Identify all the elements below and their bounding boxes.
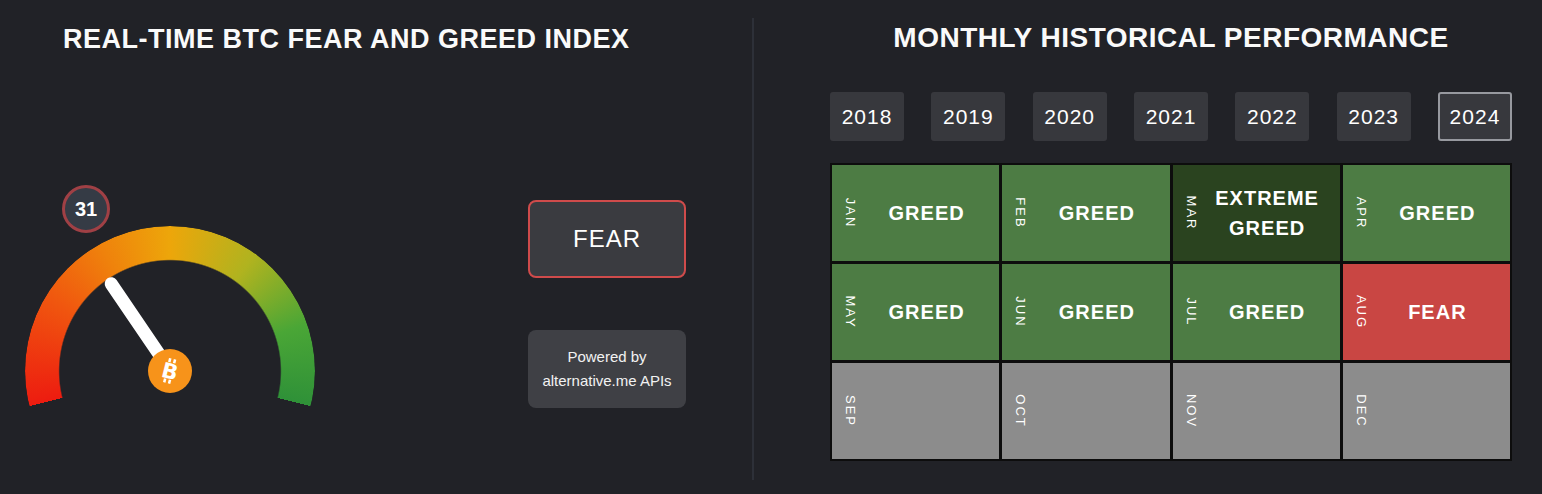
gauge-value: 31	[75, 198, 97, 221]
year-tab-2018[interactable]: 2018	[830, 92, 904, 141]
year-tabs: 2018 2019 2020 2021 2022 2023 2024	[830, 92, 1512, 141]
month-label-jul: JUL	[1184, 297, 1199, 326]
month-cell-may: MAY GREED	[832, 264, 999, 360]
page-title: REAL-TIME BTC FEAR AND GREED INDEX	[63, 24, 630, 55]
month-cell-jun: JUN GREED	[1002, 264, 1169, 360]
gauge-panel: REAL-TIME BTC FEAR AND GREED INDEX B 31	[0, 0, 753, 494]
month-label-may: MAY	[843, 295, 858, 328]
bitcoin-icon: B	[148, 349, 192, 393]
history-title: MONTHLY HISTORICAL PERFORMANCE	[830, 22, 1512, 54]
fear-greed-gauge: B 31	[25, 226, 325, 411]
month-label-jun: JUN	[1013, 296, 1028, 327]
month-cell-aug: AUG FEAR	[1343, 264, 1510, 360]
month-status-feb: GREED	[1037, 198, 1135, 228]
month-cell-jan: JAN GREED	[832, 165, 999, 261]
monthly-performance-grid: JAN GREED FEB GREED MAR EXTREME GREED AP…	[830, 163, 1512, 461]
month-status-jul: GREED	[1207, 297, 1305, 327]
history-panel: MONTHLY HISTORICAL PERFORMANCE 2018 2019…	[754, 0, 1542, 494]
month-status-jan: GREED	[867, 198, 965, 228]
month-label-apr: APR	[1354, 197, 1369, 230]
month-cell-oct: OCT	[1002, 363, 1169, 459]
month-status-mar: EXTREME GREED	[1191, 183, 1321, 243]
powered-by-line1: Powered by	[567, 345, 646, 369]
year-tab-2022[interactable]: 2022	[1235, 92, 1309, 141]
month-status-may: GREED	[867, 297, 965, 327]
month-status-aug: FEAR	[1386, 297, 1466, 327]
month-label-jan: JAN	[843, 198, 858, 229]
powered-by-line2: alternative.me APIs	[542, 369, 671, 393]
month-cell-apr: APR GREED	[1343, 165, 1510, 261]
month-label-aug: AUG	[1354, 295, 1369, 329]
year-tab-2020[interactable]: 2020	[1033, 92, 1107, 141]
year-tab-2019[interactable]: 2019	[931, 92, 1005, 141]
year-tab-2023[interactable]: 2023	[1337, 92, 1411, 141]
gauge-value-badge: 31	[62, 185, 110, 233]
classification-label: FEAR	[573, 225, 641, 253]
month-label-oct: OCT	[1013, 394, 1028, 427]
year-tab-2021[interactable]: 2021	[1134, 92, 1208, 141]
month-label-feb: FEB	[1013, 197, 1028, 228]
classification-badge: FEAR	[528, 200, 686, 278]
powered-by-box: Powered by alternative.me APIs	[528, 330, 686, 408]
month-cell-sep: SEP	[832, 363, 999, 459]
month-cell-dec: DEC	[1343, 363, 1510, 459]
month-status-jun: GREED	[1037, 297, 1135, 327]
month-status-apr: GREED	[1377, 198, 1475, 228]
month-label-mar: MAR	[1184, 196, 1199, 231]
month-label-dec: DEC	[1354, 394, 1369, 427]
month-cell-feb: FEB GREED	[1002, 165, 1169, 261]
year-tab-2024[interactable]: 2024	[1438, 92, 1512, 141]
month-label-nov: NOV	[1184, 394, 1199, 428]
fear-greed-dashboard: REAL-TIME BTC FEAR AND GREED INDEX B 31	[0, 0, 1542, 494]
month-cell-mar: MAR EXTREME GREED	[1173, 165, 1340, 261]
month-cell-nov: NOV	[1173, 363, 1340, 459]
month-label-sep: SEP	[843, 395, 858, 427]
month-cell-jul: JUL GREED	[1173, 264, 1340, 360]
